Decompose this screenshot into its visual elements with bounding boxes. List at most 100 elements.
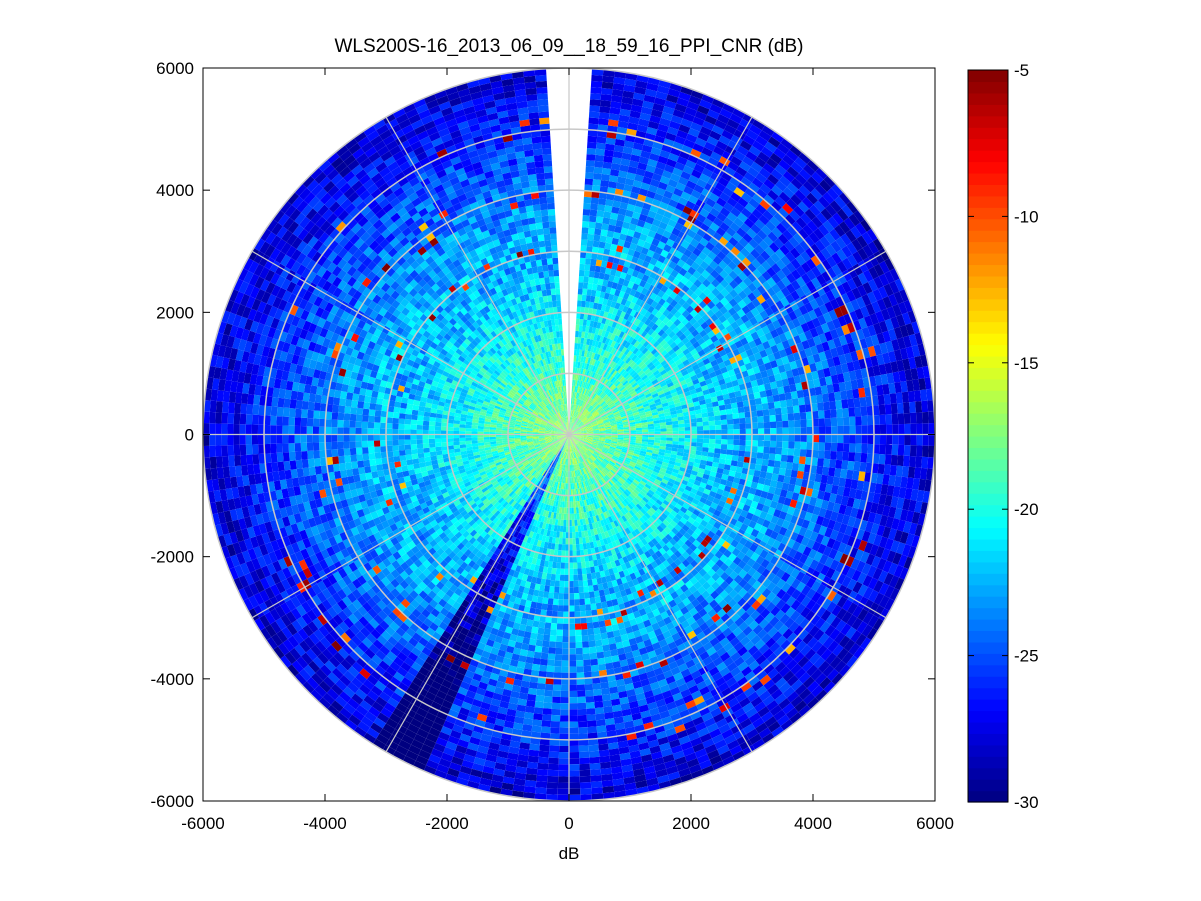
heatmap-cell [576, 451, 580, 457]
heatmap-cell [713, 410, 721, 417]
heatmap-cell [561, 398, 564, 405]
heatmap-cell [523, 461, 530, 467]
heatmap-cell [571, 385, 574, 392]
heatmap-cell [603, 387, 610, 394]
heatmap-cell [599, 438, 606, 441]
heatmap-cell [540, 453, 546, 458]
heatmap-cell [543, 407, 549, 413]
heatmap-cell [575, 318, 580, 326]
heatmap-cell [617, 427, 624, 430]
heatmap-cell [573, 398, 576, 405]
heatmap-cell [618, 395, 625, 401]
heatmap-cell [603, 395, 610, 402]
heatmap-cell [549, 453, 555, 459]
heatmap-cell [555, 387, 559, 394]
heatmap-cell [642, 429, 649, 433]
heatmap-cell [532, 453, 539, 458]
heatmap-cell [556, 432, 564, 434]
heatmap-cell [570, 416, 573, 423]
heatmap-cell [554, 282, 560, 289]
heatmap-cell [589, 399, 595, 405]
heatmap-cell [544, 435, 551, 437]
heatmap-cell [533, 425, 540, 428]
heatmap-cell [534, 464, 540, 471]
heatmap-cell [547, 412, 553, 418]
heatmap-cell [540, 423, 547, 427]
heatmap-cell [553, 423, 560, 428]
heatmap-cell [587, 430, 594, 433]
heatmap-cell [610, 441, 618, 444]
heatmap-cell [629, 430, 637, 433]
heatmap-cell [598, 423, 605, 426]
heatmap-cell [585, 441, 592, 445]
heatmap-cell [572, 556, 578, 563]
heatmap-cell [573, 464, 576, 471]
heatmap-cell [597, 407, 603, 413]
heatmap-cell [538, 450, 544, 456]
heatmap-cell [576, 412, 580, 418]
heatmap-cell [573, 580, 579, 588]
heatmap-cell [561, 464, 564, 471]
heatmap-cell [573, 482, 576, 490]
heatmap-cell [558, 463, 562, 470]
heatmap-cell [559, 464, 563, 471]
heatmap-cell [587, 449, 594, 454]
heatmap-cell [552, 300, 557, 308]
heatmap-cell [581, 294, 587, 302]
heatmap-cell [548, 444, 554, 449]
heatmap-cell [590, 470, 596, 477]
heatmap-cell [608, 415, 615, 419]
heatmap-cell [524, 463, 531, 469]
heatmap-cell [553, 441, 559, 445]
heatmap-cell [586, 428, 593, 431]
heatmap-cell [621, 417, 629, 421]
heatmap-cell [549, 460, 554, 467]
heatmap-cell [569, 458, 571, 466]
heatmap-cell [609, 470, 615, 477]
heatmap-cell [529, 404, 536, 410]
heatmap-cell [587, 431, 594, 433]
heatmap-cell [592, 439, 599, 442]
heatmap-cell [550, 436, 557, 438]
heatmap-cell [627, 413, 634, 418]
heatmap-cell [560, 445, 564, 452]
heatmap-cell [565, 416, 568, 423]
heatmap-cell [598, 398, 604, 405]
heatmap-cell [620, 413, 628, 418]
heatmap-cell [559, 438, 565, 443]
heatmap-cell [546, 377, 551, 384]
heatmap-cell [604, 442, 611, 446]
heatmap-cell [558, 380, 562, 387]
heatmap-cell [572, 424, 577, 430]
heatmap-cell [614, 449, 622, 454]
heatmap-cell [574, 398, 577, 405]
heatmap-cell [666, 440, 673, 445]
heatmap-cell [547, 442, 553, 447]
heatmap-cell [558, 318, 563, 326]
heatmap-cell [495, 429, 503, 433]
heatmap-cell [590, 444, 597, 449]
heatmap-cell [447, 438, 454, 443]
heatmap-cell [585, 376, 590, 383]
heatmap-cell [582, 454, 587, 460]
heatmap-cell [565, 464, 568, 472]
heatmap-cell [544, 449, 551, 454]
heatmap-cell [616, 420, 623, 424]
heatmap-cell [552, 394, 556, 401]
heatmap-cell [586, 383, 591, 390]
heatmap-cell [577, 399, 581, 406]
heatmap-cell [580, 437, 587, 440]
heatmap-cell [522, 419, 529, 423]
heatmap-cell [603, 445, 610, 449]
heatmap-cell [546, 289, 552, 296]
heatmap-cell [428, 434, 435, 439]
heatmap-cell [531, 461, 537, 467]
heatmap-cell [570, 416, 572, 423]
heatmap-cell [587, 435, 594, 437]
heatmap-cell [544, 384, 549, 391]
heatmap-cell [708, 443, 716, 449]
heatmap-cell [555, 442, 561, 448]
heatmap-cell [600, 401, 606, 407]
heatmap-cell [593, 437, 600, 440]
heatmap-cell [605, 408, 612, 413]
